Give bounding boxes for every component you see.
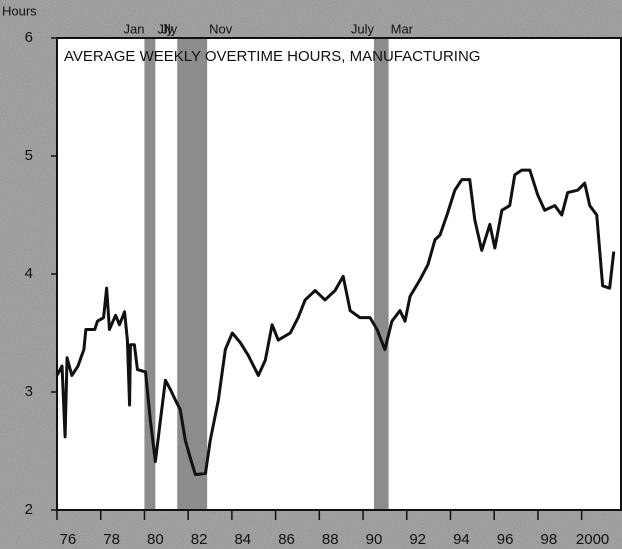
x-tick-label: 86 bbox=[278, 531, 295, 548]
recession-start-label: Jan bbox=[123, 21, 144, 36]
plot-area bbox=[57, 38, 621, 510]
recession-end-label: Jly bbox=[157, 21, 173, 36]
chart-title: AVERAGE WEEKLY OVERTIME HOURS, MANUFACTU… bbox=[64, 48, 480, 65]
recession-band bbox=[144, 38, 156, 510]
recession-start-label: Jly bbox=[161, 21, 177, 36]
recession-band bbox=[177, 38, 208, 510]
x-tick-label: 88 bbox=[322, 531, 339, 548]
y-tick-label: 6 bbox=[25, 29, 33, 46]
x-tick-label: 78 bbox=[103, 531, 120, 548]
recession-end-label: Mar bbox=[391, 21, 414, 36]
y-tick-label: 4 bbox=[25, 265, 33, 282]
x-tick-label: 2000 bbox=[576, 531, 609, 548]
x-tick-label: 80 bbox=[147, 531, 164, 548]
recession-end-label: Nov bbox=[209, 21, 233, 36]
y-tick-label: 5 bbox=[25, 147, 33, 164]
x-tick-label: 76 bbox=[60, 531, 77, 548]
x-tick-label: 84 bbox=[234, 531, 251, 548]
y-tick-label: 3 bbox=[25, 383, 33, 400]
recession-band bbox=[373, 38, 389, 510]
x-tick-label: 90 bbox=[366, 531, 383, 548]
x-tick-label: 94 bbox=[453, 531, 470, 548]
x-tick-label: 96 bbox=[497, 531, 514, 548]
data-line bbox=[55, 168, 616, 477]
y-tick-label: 2 bbox=[25, 501, 33, 518]
y-axis-label: Hours bbox=[2, 3, 37, 18]
x-tick-label: 92 bbox=[409, 531, 426, 548]
recession-start-label: July bbox=[351, 21, 375, 36]
x-tick-label: 82 bbox=[191, 531, 208, 548]
x-tick-label: 98 bbox=[541, 531, 558, 548]
